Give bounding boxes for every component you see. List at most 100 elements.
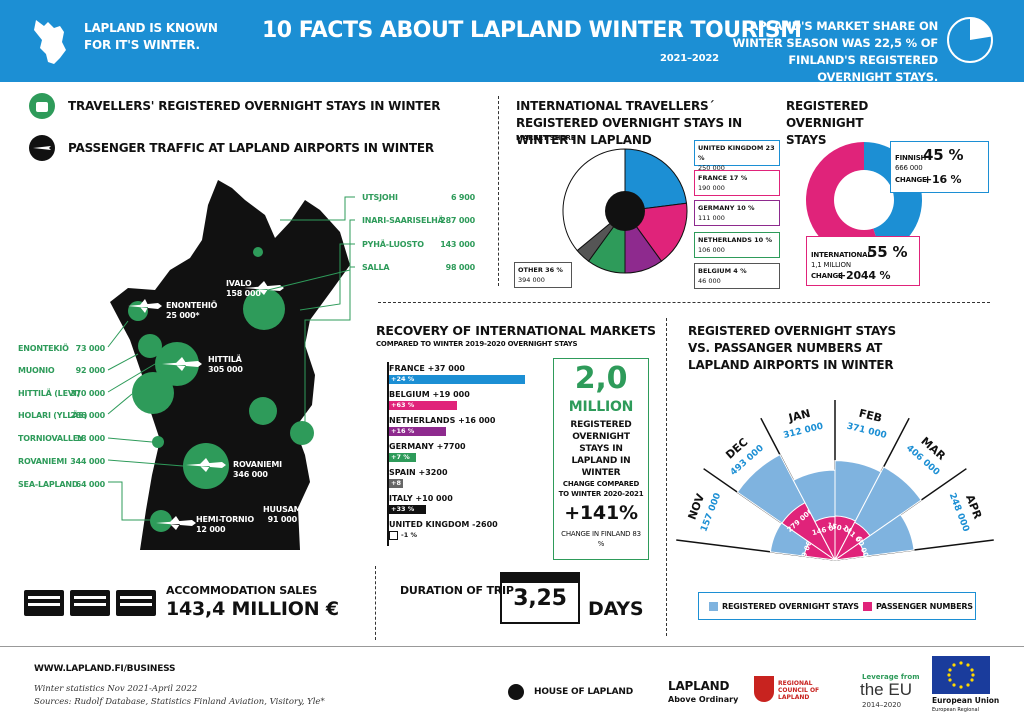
recovery-bar: +24 % <box>389 375 525 384</box>
airport-name: HITTILÄ <box>208 355 242 364</box>
slice-name: UNITED KINGDOM 23 % <box>698 144 775 162</box>
header-banner: LAPLAND IS KNOWN FOR IT'S WINTER. 10 FAC… <box>0 0 1024 84</box>
finnish-pct: 45 % <box>923 146 964 164</box>
place-label: ENONTEKIÖ <box>18 344 69 353</box>
plane-icon <box>162 357 202 371</box>
footer-lapland: LAPLAND <box>668 679 730 693</box>
plane-icon <box>306 510 346 524</box>
divider <box>0 646 1024 647</box>
place-value: 143 000 <box>440 240 475 249</box>
finnish-change: +16 % <box>923 173 962 186</box>
recovery-bar-pct: -1 % <box>401 531 417 539</box>
airport-value: 158 000 <box>226 289 261 298</box>
place-value: 73 000 <box>75 344 106 353</box>
place-label: INARI-SAARISELHÄ <box>362 216 444 225</box>
slice-value: 250 000 <box>698 164 725 172</box>
trip-value: 3,25 <box>513 586 567 611</box>
legend-stays: TRAVELLERS' REGISTERED OVERNIGHT STAYS I… <box>68 99 441 113</box>
vs-title: REGISTERED OVERNIGHT STAYS VS. PASSANGER… <box>688 324 896 372</box>
map-circle-tornio <box>152 436 164 448</box>
slice-value: 106 000 <box>698 246 725 254</box>
intl-label: INTERNATIONAL <box>811 251 872 259</box>
intl-change: +2044 % <box>837 269 891 282</box>
recovery-bar: +33 % <box>389 505 426 514</box>
place-label: HOLARI (YLLÄS) <box>18 411 88 420</box>
million-unit: MILLION <box>568 399 634 415</box>
intl-value: 1,1 MILLION <box>811 261 851 269</box>
million-finland: CHANGE IN FINLAND 83 % <box>561 530 641 548</box>
recovery-bar-label: SPAIN +3200 <box>389 468 448 477</box>
pie-slice <box>562 148 626 252</box>
slice-name: OTHER 36 % <box>518 266 563 274</box>
lapland-map <box>110 180 350 550</box>
footer-url[interactable]: WWW.LAPLAND.FI/BUSINESS <box>34 664 176 674</box>
finnish-box: FINNISH 45 % 666 000 CHANGE +16 % <box>890 141 989 193</box>
footer-lapland-sub: Above Ordinary <box>668 695 739 704</box>
recovery-bar-label: BELGIUM +19 000 <box>389 390 470 399</box>
place-label: PYHÄ-LUOSTO <box>362 240 424 249</box>
slice-value: 46 000 <box>698 277 721 285</box>
recovery-bar: +8 % <box>389 479 403 496</box>
recovery-bar-label: GERMANY +7700 <box>389 442 466 451</box>
divider <box>666 318 667 636</box>
footer-note1: Winter statistics Nov 2021-April 2022 <box>34 684 198 694</box>
map-circle-salla <box>290 421 314 445</box>
recovery-bar: +63 % <box>389 401 457 410</box>
header-left-text: LAPLAND IS KNOWN FOR IT'S WINTER. <box>84 21 218 52</box>
footer-eu-union: European Union <box>932 696 1000 705</box>
divider <box>498 96 499 286</box>
international-box: INTERNATIONAL 55 % 1,1 MILLION CHANGE +2… <box>806 236 920 286</box>
slice-name: GERMANY 10 % <box>698 204 755 212</box>
slice-value: 190 000 <box>698 184 725 192</box>
donut-hole <box>834 170 894 230</box>
header-share-text: LAPLAND'S MARKET SHARE ON WINTER SEASON … <box>732 19 939 84</box>
airport-name: HEMI-TORNIO <box>196 515 254 524</box>
lapland-silhouette-icon <box>34 20 66 64</box>
airport-name: ROVANIEMI <box>233 460 282 469</box>
intl-slice-label: NETHERLANDS 10 % 106 000 <box>694 232 780 258</box>
accommodation-value: 143,4 MILLION € <box>166 598 339 620</box>
million-change: +141% <box>564 502 638 524</box>
finnish-label: FINNISH <box>895 154 927 162</box>
recovery-subtitle: COMPARED TO WINTER 2019-2020 OVERNIGHT S… <box>376 340 578 348</box>
recovery-bar-label: UNITED KINGDOM -2600 <box>389 520 498 529</box>
stays-value: 371 000 <box>846 422 888 441</box>
recovery-bar-label: FRANCE +37 000 <box>389 364 465 373</box>
place-label: TORNIOVALLEY <box>18 434 84 443</box>
place-label: SEA-LAPLAND <box>18 480 79 489</box>
slice-value: 111 000 <box>698 214 725 222</box>
footer-note2: Sources: Rudolf Database, Statistics Fin… <box>34 697 325 707</box>
place-value: 92 000 <box>75 366 106 375</box>
map-circle-yllas <box>132 372 174 414</box>
plane-icon <box>186 458 226 472</box>
slice-name: FRANCE 17 % <box>698 174 748 182</box>
place-value: 344 000 <box>70 457 105 466</box>
plane-icon <box>244 281 284 295</box>
legend-swatch-pax <box>863 602 872 611</box>
recovery-bar: +16 % <box>389 427 447 436</box>
intl-slice-label: OTHER 36 % 394 000 <box>514 262 572 288</box>
eu-flag-icon <box>932 656 990 694</box>
calendar-icon: 3,25 <box>500 572 580 624</box>
footer-eu-the: the EU <box>860 680 912 699</box>
recovery-bar <box>389 531 398 540</box>
month-label: FEB <box>857 407 883 425</box>
plane-icon <box>128 299 162 313</box>
pax-sector <box>834 542 865 561</box>
page-title: 10 FACTS ABOUT LAPLAND WINTER TOURISM <box>262 18 802 43</box>
place-value: 6 900 <box>450 193 475 202</box>
map-circle-sealapland <box>150 510 172 532</box>
recovery-bar: +7 % <box>389 453 417 462</box>
intl-title: INTERNATIONAL TRAVELLERS´ REGISTERED OVE… <box>516 99 742 147</box>
airport-value: 25 000* <box>166 311 200 320</box>
intl-change-label: CHANGE <box>811 272 843 280</box>
million-desc: REGISTERED OVERNIGHT STAYS IN LAPLAND IN… <box>570 420 632 478</box>
airport-value: 12 000 <box>196 525 226 534</box>
stays-value: 312 000 <box>782 422 824 441</box>
footer-hol: HOUSE OF LAPLAND <box>534 687 633 697</box>
bed-stays-icon <box>29 93 55 119</box>
divider <box>378 302 990 303</box>
intl-slice-label: FRANCE 17 % 190 000 <box>694 170 780 196</box>
airport-name: ENONTEHIÖ <box>166 301 218 310</box>
